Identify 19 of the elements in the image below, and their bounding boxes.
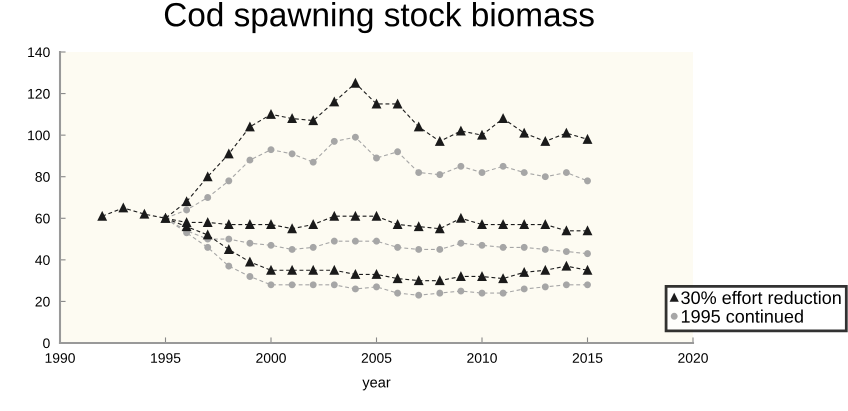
y-tick-label: 120	[28, 88, 50, 99]
legend-label: 30% effort reduction	[681, 290, 841, 304]
y-tick-label: 140	[28, 47, 50, 58]
legend-label: 1995 continued	[682, 310, 803, 323]
x-axis-title: year	[362, 380, 390, 390]
x-tick-label: 2020	[678, 353, 708, 363]
x-tick-label: 2010	[467, 353, 497, 363]
y-tick-label: 40	[35, 255, 50, 266]
y-tick-label: 0	[43, 338, 50, 348]
x-tick-label: 1990	[46, 353, 75, 363]
x-tick-label: 2000	[256, 353, 286, 363]
x-tick-label: 2015	[572, 353, 602, 363]
y-tick-label: 20	[36, 296, 50, 307]
x-tick-label: 1995	[151, 353, 180, 363]
y-tick-label: 100	[28, 130, 50, 140]
x-tick-label: 2005	[362, 353, 392, 363]
y-tick-label: 80	[35, 172, 50, 182]
chart-title: Cod spawning stock biomass	[164, 2, 594, 34]
y-tick-label: 60	[36, 214, 50, 224]
